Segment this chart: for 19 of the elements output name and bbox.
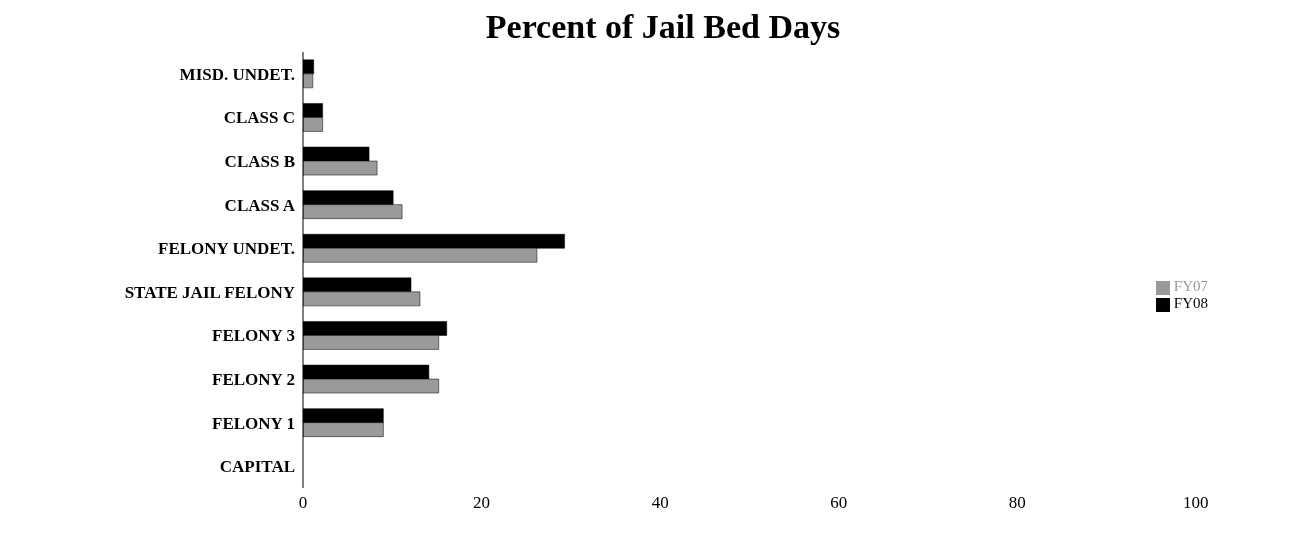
chart-title: Percent of Jail Bed Days	[484, 8, 842, 47]
y-tick-label: FELONY 2	[212, 370, 295, 390]
y-tick-label: CLASS A	[224, 195, 296, 215]
x-tick-label: 100	[1183, 493, 1209, 513]
x-tick-label: 20	[473, 493, 491, 513]
y-tick-label: STATE JAIL FELONY	[124, 282, 295, 302]
y-tick-label: CAPITAL	[219, 457, 295, 477]
y-tick-label: FELONY 3	[212, 326, 295, 346]
legend-label: FY07	[1173, 278, 1208, 294]
x-tick-label: 60	[830, 493, 848, 513]
y-tick-label: MISD. UNDET.	[179, 64, 295, 84]
x-tick-label: 40	[651, 493, 669, 513]
y-tick-label: FELONY UNDET.	[158, 239, 295, 259]
y-tick-label: FELONY 1	[212, 413, 295, 433]
legend-label: FY08	[1173, 295, 1208, 311]
y-tick-label: CLASS B	[224, 152, 295, 172]
x-tick-label: 80	[1008, 493, 1026, 513]
y-tick-label: CLASS C	[223, 108, 295, 128]
x-tick-label: 0	[298, 493, 308, 513]
